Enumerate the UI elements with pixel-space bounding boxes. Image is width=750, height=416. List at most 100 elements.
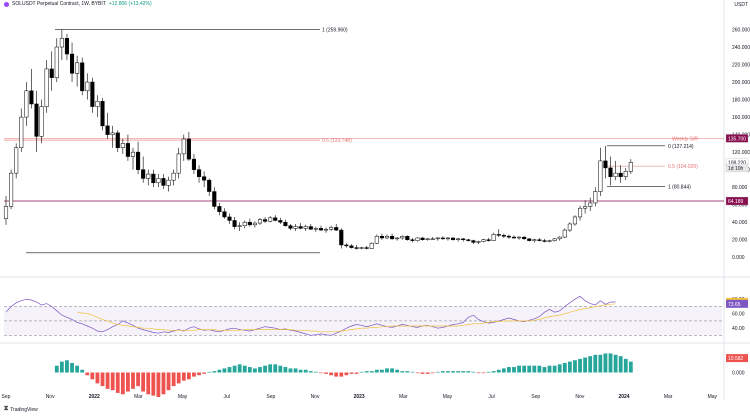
- candle-body: [24, 90, 29, 118]
- macd-bar: [552, 365, 557, 373]
- candle-body: [49, 68, 54, 78]
- weekly-sr-label: Weekly S/R: [672, 136, 698, 142]
- price-tag: [725, 163, 749, 173]
- candle-body: [491, 234, 496, 241]
- macd-bar: [374, 369, 379, 373]
- price-pane[interactable]: 1 (259.960) 0.5 (133.748) 0 (127.214) 0.5 (…: [3, 28, 724, 254]
- candle-body: [237, 225, 242, 227]
- candle-body: [95, 101, 100, 107]
- macd-bar: [618, 356, 623, 373]
- candle-body: [120, 143, 125, 149]
- x-tick-label: Jul: [224, 394, 230, 400]
- candle-body: [390, 235, 395, 240]
- candle-body: [136, 151, 141, 170]
- candle-body: [583, 206, 588, 209]
- x-tick-label: Mar: [399, 394, 408, 400]
- candle-body: [339, 229, 344, 246]
- rsi-pane[interactable]: [4, 295, 722, 336]
- candle-body: [430, 238, 435, 240]
- macd-bar: [85, 372, 90, 376]
- macd-bar: [339, 372, 344, 377]
- macd-bar: [278, 365, 283, 373]
- macd-bar: [110, 372, 115, 391]
- candle-body: [115, 132, 120, 149]
- price-tag-label: 64.189: [728, 199, 744, 205]
- x-tick-label: May: [708, 394, 718, 400]
- candle-body: [44, 68, 49, 107]
- macd-bar: [70, 362, 74, 373]
- macd-pane[interactable]: [54, 353, 633, 397]
- candle-body: [146, 173, 151, 179]
- macd-bar: [90, 372, 95, 380]
- macd-bar: [334, 372, 339, 377]
- candle-body: [506, 235, 511, 238]
- macd-bar: [247, 367, 252, 373]
- candle-body: [395, 237, 400, 240]
- candle-body: [273, 217, 278, 221]
- candle-body: [171, 172, 176, 181]
- candle-body: [293, 226, 298, 229]
- macd-bar: [100, 372, 105, 387]
- tradingview-label: TradingView: [10, 406, 38, 413]
- price-tick-label: 120.000: [732, 150, 750, 156]
- macd-bar: [537, 365, 542, 373]
- macd-bar: [446, 371, 450, 373]
- candle-body: [19, 116, 24, 149]
- candle-body: [212, 191, 217, 207]
- grid-layer: [0, 0, 750, 400]
- candle-body: [359, 247, 364, 249]
- candle-body: [257, 219, 263, 224]
- macd-bar: [202, 372, 207, 374]
- candle-body: [191, 158, 197, 170]
- macd-bar: [476, 372, 481, 374]
- macd-bar: [364, 371, 369, 373]
- tradingview-icon: ⧖: [4, 406, 9, 412]
- currency-label: USDT: [734, 2, 748, 8]
- candle-body: [374, 235, 379, 244]
- price-tick-label: 240.000: [732, 45, 750, 51]
- candle-body: [14, 147, 19, 174]
- macd-bar: [496, 369, 501, 373]
- candle-body: [64, 38, 70, 55]
- macd-bar: [567, 361, 572, 373]
- candle-body: [567, 223, 572, 231]
- candle-body: [247, 221, 252, 226]
- macd-bar: [435, 371, 440, 373]
- candle-body: [608, 167, 613, 177]
- macd-bar: [288, 368, 293, 373]
- fib-level-label: 0.5 (104.029): [668, 164, 698, 170]
- candle-body: [141, 169, 146, 179]
- price-tick-label: 180.000: [732, 98, 750, 104]
- macd-bar: [253, 368, 257, 373]
- macd-tag: [726, 354, 748, 363]
- macd-bar: [491, 371, 496, 373]
- macd-bar: [161, 372, 166, 395]
- x-tick-label: 2022: [89, 394, 100, 400]
- macd-bar: [80, 369, 85, 373]
- chart-header: SOLUSDT Perpetual Contract, 1W, BYBIT +1…: [4, 1, 152, 7]
- macd-bar: [146, 372, 151, 395]
- candle-body: [232, 220, 237, 227]
- macd-bar: [623, 358, 628, 373]
- candle-body: [268, 217, 273, 222]
- candle-body: [364, 247, 369, 249]
- macd-bar: [369, 371, 374, 373]
- macd-bar: [385, 368, 389, 373]
- candle-body: [547, 240, 552, 242]
- macd-bar: [105, 372, 110, 389]
- macd-bar: [171, 372, 176, 387]
- x-tick-label: May: [178, 394, 188, 400]
- x-tick-label: Mar: [664, 394, 673, 400]
- candle-body: [39, 106, 44, 137]
- x-tick-label: Nov: [46, 394, 55, 400]
- tradingview-logo[interactable]: ⧖ TradingView: [4, 406, 38, 413]
- candle-body: [242, 221, 247, 226]
- macd-bar: [283, 367, 288, 373]
- macd-bar: [115, 372, 120, 393]
- x-tick-label: Mar: [134, 394, 143, 400]
- macd-bar: [156, 372, 161, 397]
- candle-body: [29, 90, 34, 105]
- macd-bar: [512, 367, 516, 373]
- fib-level-label: 1 (80.844): [668, 184, 691, 190]
